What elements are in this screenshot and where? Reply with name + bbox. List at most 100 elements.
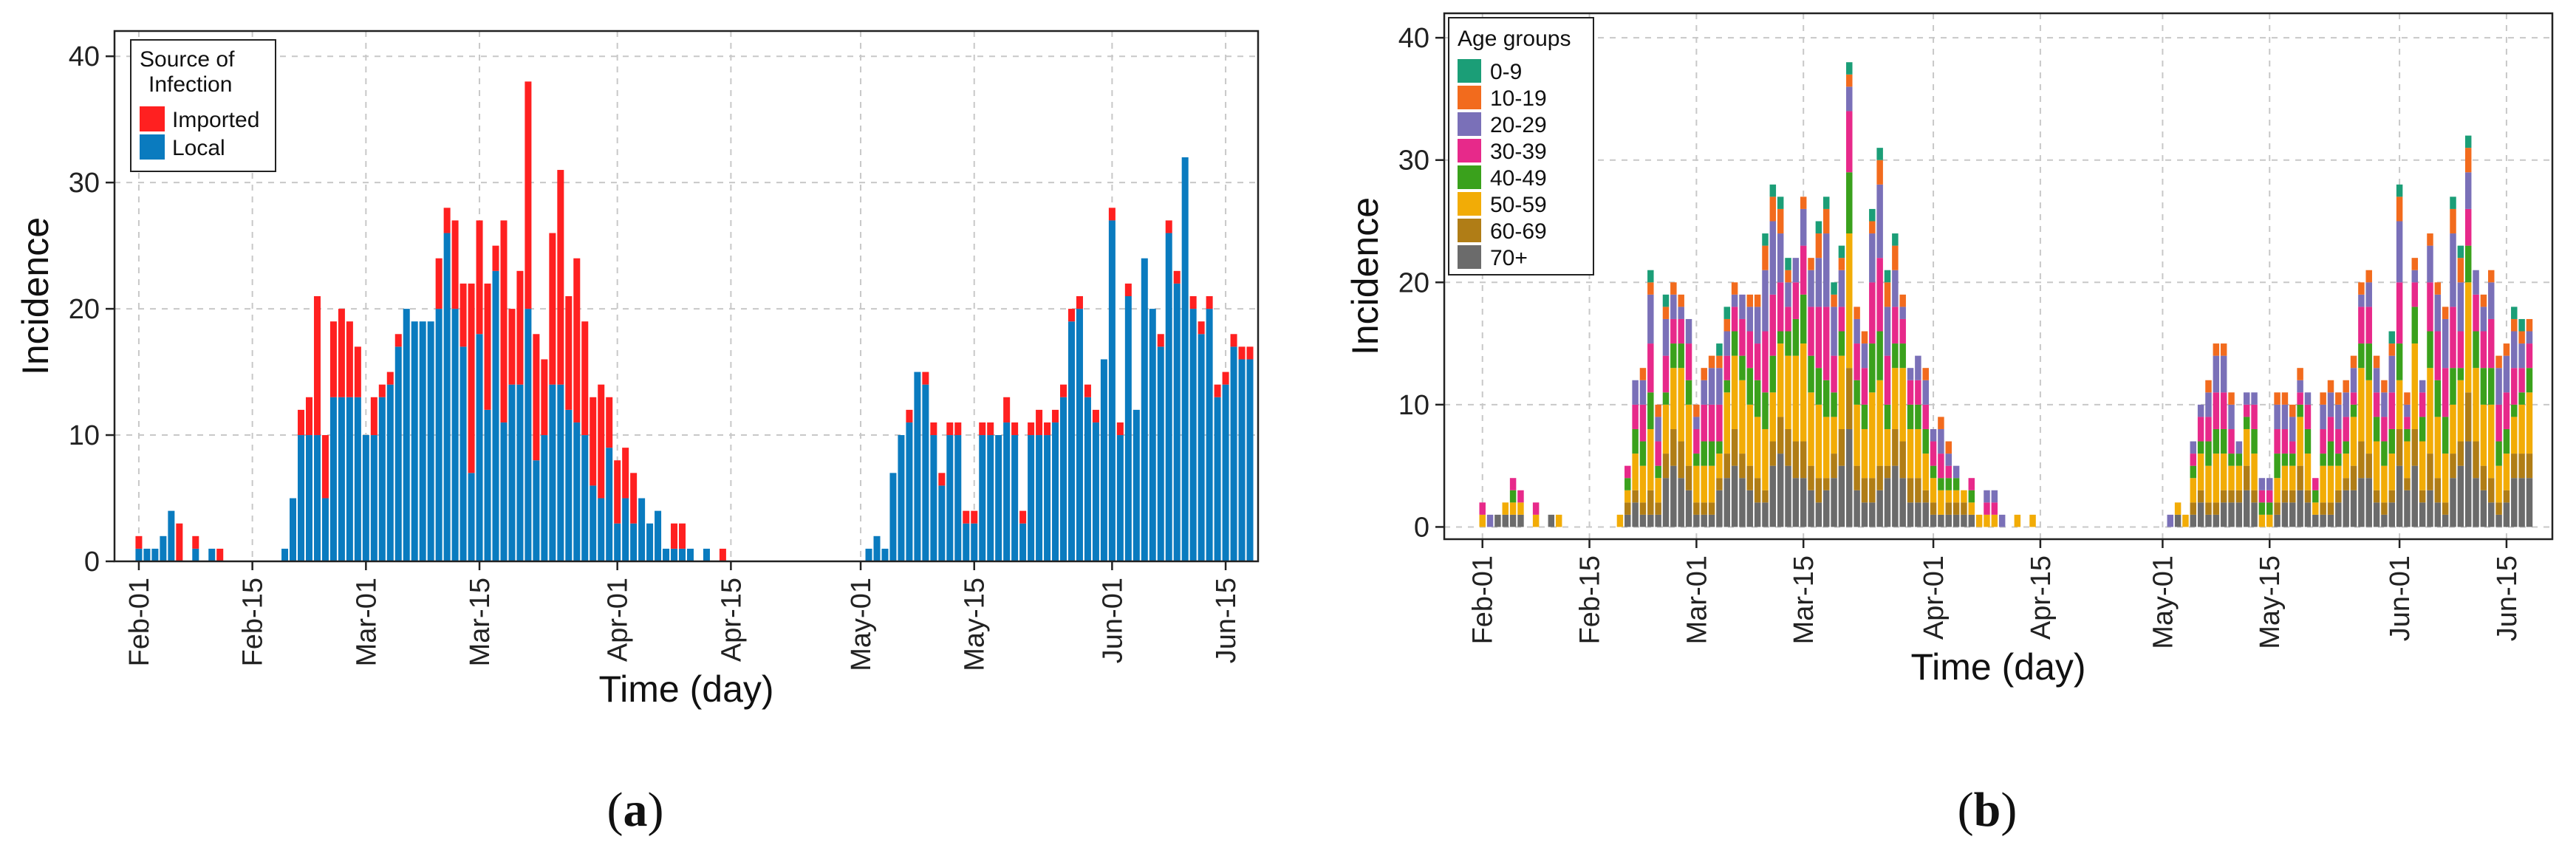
bar-local [581, 435, 589, 561]
bar-age-40-49 [1632, 428, 1639, 454]
bar-age-30-39 [1769, 294, 1777, 356]
panel-b-caption-close: ) [2001, 783, 2017, 837]
bar-imported [533, 334, 540, 461]
bar-age-30-39 [2450, 307, 2456, 369]
bar-age-70plus [2304, 502, 2312, 527]
bar-age-60-69 [2457, 441, 2464, 466]
bar-age-10-19 [2457, 258, 2464, 283]
bar-age-60-69 [2358, 441, 2365, 479]
bar-age-50-59 [1532, 514, 1540, 527]
bar-age-40-49 [1670, 343, 1677, 369]
bar-age-30-39 [2312, 478, 2319, 490]
bar-local [435, 309, 443, 561]
bar-age-70plus [1938, 514, 1944, 527]
bar-age-30-39 [1479, 502, 1486, 515]
bar-age-30-39 [1685, 343, 1692, 380]
bar-age-30-39 [2473, 294, 2479, 332]
bar-age-50-59 [2174, 502, 2182, 515]
bar-age-50-59 [2190, 478, 2197, 503]
bar-age-60-69 [1762, 490, 1769, 503]
bar-age-40-49 [2274, 454, 2281, 479]
bar-age-20-29 [2464, 172, 2472, 209]
bar-age-10-19 [1831, 294, 1837, 307]
bar-age-10-19 [1639, 368, 1647, 380]
bar-age-30-39 [2327, 417, 2334, 442]
bar-imported [484, 283, 491, 410]
bar-imported [468, 283, 475, 473]
bar-age-20-29 [2320, 404, 2326, 429]
bar-age-0-9 [1846, 62, 1853, 75]
bar-age-50-59 [2434, 417, 2442, 479]
bar-age-60-69 [1785, 428, 1791, 466]
bar-age-40-49 [1907, 404, 1914, 429]
legend-swatch-70plus [1458, 245, 1481, 269]
bar-age-30-39 [2511, 368, 2518, 405]
bar-age-70plus [2243, 490, 2250, 527]
bar-age-30-39 [1532, 502, 1540, 515]
bar-age-60-69 [2251, 490, 2258, 503]
bar-age-60-69 [2190, 502, 2197, 515]
bar-age-50-59 [1915, 428, 1921, 479]
bar-age-20-29 [2274, 404, 2281, 429]
bar-imported [946, 422, 954, 436]
panel-b-caption-letter: b [1974, 783, 2001, 837]
bar-imported [630, 473, 638, 524]
bar-age-50-59 [2335, 465, 2342, 490]
bar-age-70plus [2457, 465, 2464, 527]
bar-age-70plus [1892, 465, 1899, 527]
bar-age-30-39 [1701, 404, 1707, 442]
bar-imported [192, 535, 199, 549]
bar-age-50-59 [2495, 465, 2502, 503]
bar-imported [963, 510, 970, 524]
bar-imported [525, 81, 532, 309]
bar-age-40-49 [2503, 428, 2510, 454]
bar-age-40-49 [2381, 441, 2388, 466]
bar-age-20-29 [2220, 355, 2227, 393]
bar-imported [435, 258, 443, 309]
bar-imported [671, 523, 678, 549]
bar-age-0-9 [1815, 221, 1822, 234]
bar-age-60-69 [2488, 478, 2495, 503]
bar-local [686, 548, 694, 561]
bar-imported [1173, 270, 1181, 284]
bar-age-40-49 [2526, 368, 2533, 393]
bar-age-50-59 [1945, 490, 1952, 503]
bar-age-20-29 [1670, 294, 1677, 319]
bar-age-20-29 [1892, 270, 1899, 307]
legend-swatch-60-69 [1458, 219, 1481, 242]
bar-imported [1124, 283, 1132, 296]
bar-age-0-9 [1823, 196, 1830, 209]
bar-age-10-19 [2411, 258, 2419, 270]
bar-age-70plus [1632, 502, 1639, 527]
bar-age-40-49 [2235, 454, 2243, 466]
bar-age-60-69 [2343, 478, 2349, 490]
bar-local [508, 384, 516, 561]
bar-age-40-49 [2343, 441, 2349, 454]
bar-age-20-29 [1861, 343, 1868, 369]
bar-age-60-69 [1884, 465, 1891, 479]
bar-age-60-69 [2205, 502, 2212, 515]
bar-age-60-69 [2289, 490, 2296, 503]
bar-age-40-49 [1769, 355, 1777, 393]
bar-age-0-9 [1762, 233, 1769, 246]
bar-local [411, 321, 418, 561]
bar-imported [459, 283, 467, 347]
bar-age-40-49 [1792, 318, 1800, 356]
bar-age-10-19 [1869, 221, 1876, 234]
bar-age-20-29 [2473, 270, 2479, 295]
bar-local [281, 548, 289, 561]
bar-age-40-49 [2213, 428, 2220, 454]
bar-age-40-49 [1854, 380, 1860, 405]
bar-age-70plus [2473, 478, 2479, 527]
bar-local [1108, 220, 1116, 561]
bar-age-30-39 [1915, 380, 1921, 405]
bar-age-70plus [2235, 502, 2243, 527]
bar-age-40-49 [1662, 392, 1670, 405]
bar-age-70plus [1670, 465, 1677, 527]
legend-label-10-19: 10-19 [1490, 86, 1547, 111]
bar-age-70plus [2404, 490, 2411, 527]
bar-imported [979, 422, 986, 436]
bar-age-30-39 [1662, 355, 1670, 393]
bar-age-70plus [2419, 502, 2426, 527]
bar-age-60-69 [1746, 465, 1754, 490]
